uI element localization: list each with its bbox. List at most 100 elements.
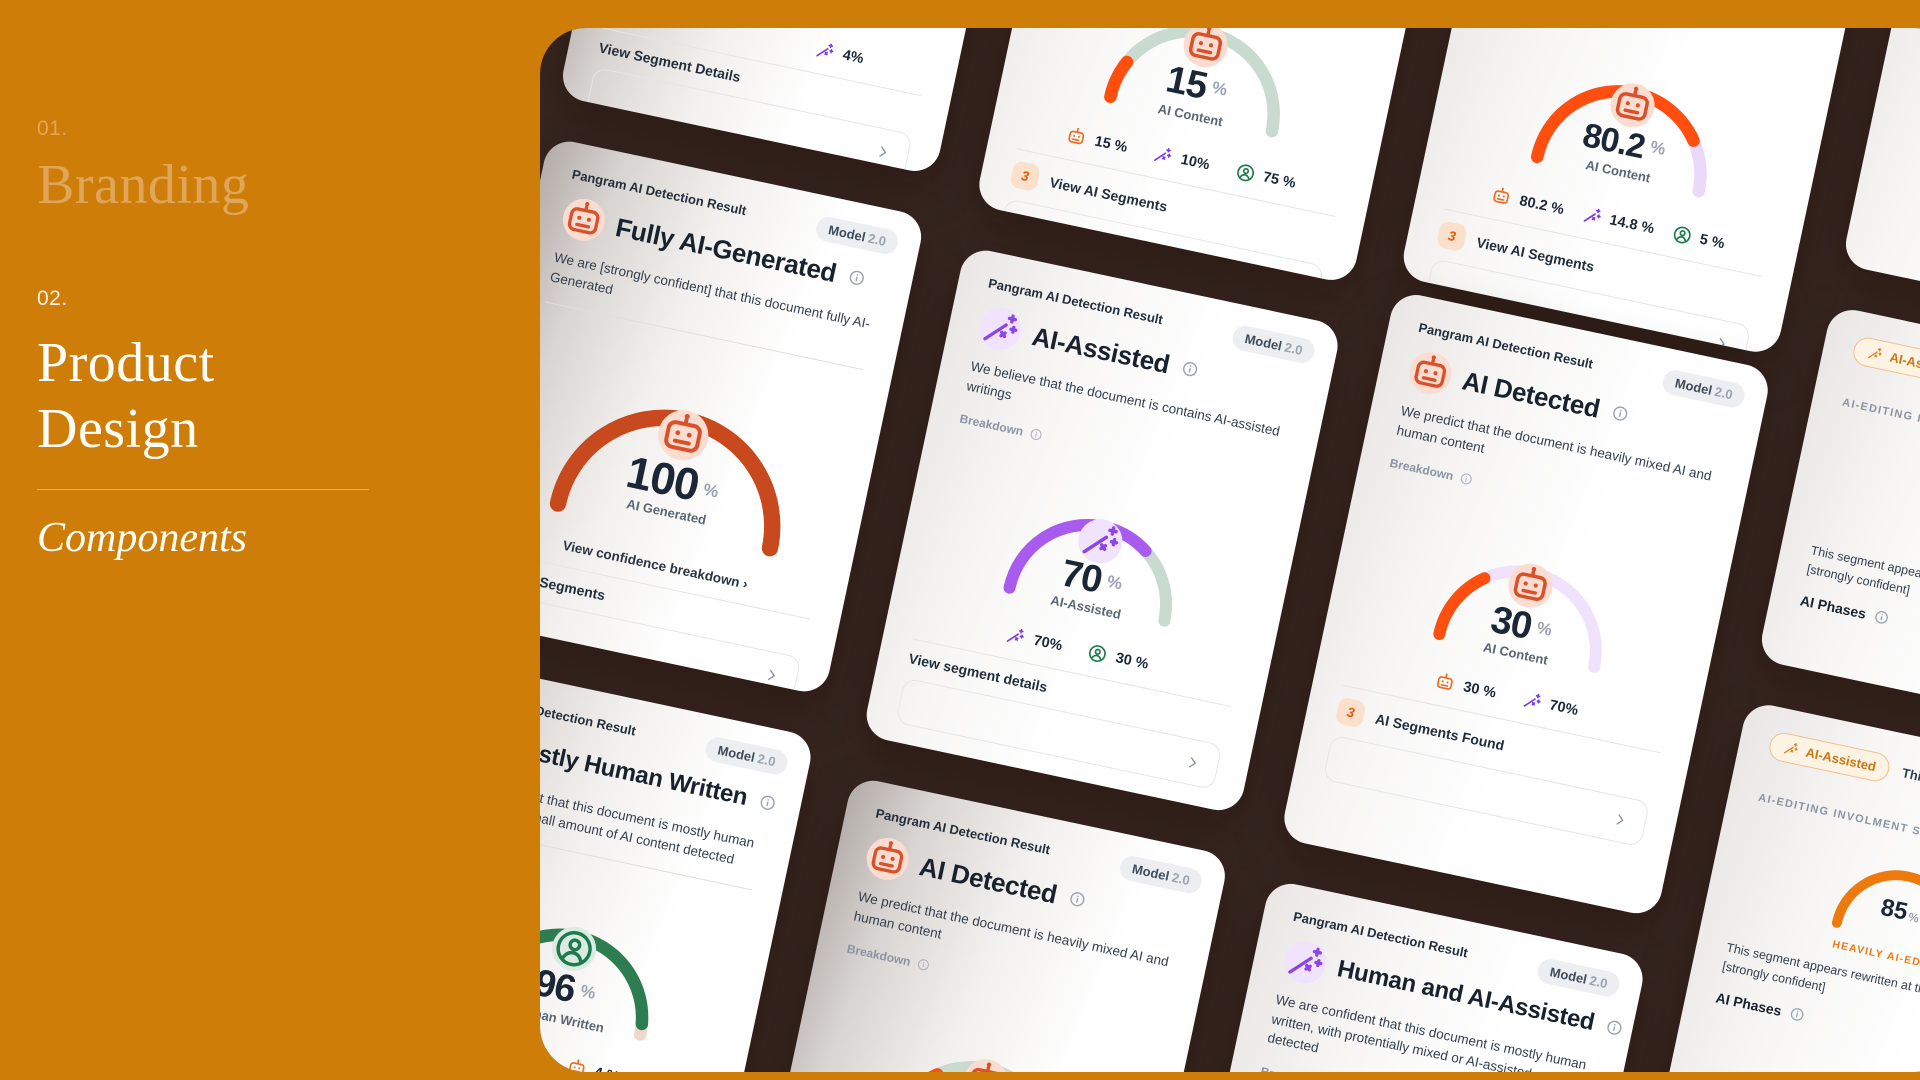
wand-icon — [1579, 203, 1604, 228]
details-button[interactable] — [540, 590, 802, 697]
segment-card-ai-assisted: AI-Assisted AI-EDITING INVOLMENT SCORE T… — [1757, 305, 1920, 740]
nav-item-branding[interactable]: Branding — [37, 154, 250, 216]
ai-assisted-gauge: 70% AI-Assisted — [922, 435, 1274, 663]
ai-content-gauge: 30% AI Content — [806, 965, 1161, 1072]
info-icon[interactable] — [1872, 607, 1891, 626]
details-button[interactable] — [895, 677, 1223, 791]
breakdown-label: Breakdown — [958, 412, 1279, 493]
ai-content-gauge: 30% AI Content — [1352, 479, 1704, 709]
details-button[interactable] — [585, 66, 913, 176]
human-written-gauge: 96% Human Written — [540, 833, 750, 1072]
legend-item: 15 % — [1064, 125, 1129, 158]
chevron-right-icon — [762, 665, 782, 685]
legend-item: 75 % — [1233, 160, 1298, 193]
ai-content-gauge: 80.2% AI Content — [1453, 28, 1806, 233]
gauge-legend: 96 % 4 % — [540, 1019, 711, 1072]
card-deck: 4% View Segment Details Pangram AI Detec… — [540, 28, 1920, 1072]
component-showcase-panel: 4% View Segment Details Pangram AI Detec… — [540, 28, 1920, 1072]
info-icon[interactable] — [1066, 889, 1087, 910]
segment-text-lead: This segment — [1900, 765, 1920, 797]
wand-icon — [1781, 739, 1801, 759]
detection-card-breakdown-15: 15% AI Content 15 % 10% 75 % 3 View AI Segm… — [974, 28, 1468, 285]
chevron-right-icon — [1285, 273, 1305, 285]
involvement-score-gauge: 85% HEAVILY AI-EDITED — [1731, 813, 1920, 996]
chevron-right-icon — [873, 141, 893, 161]
nav-number-02: 02. — [37, 287, 68, 310]
detection-card-partial-top: 4% View Segment Details — [558, 28, 989, 176]
nav-item-components[interactable]: Components — [37, 515, 247, 561]
legend-item: 30 % — [1433, 670, 1498, 703]
legend-item: 10% — [1150, 143, 1211, 176]
info-icon[interactable] — [915, 956, 932, 973]
segment-count-badge: 3 — [1435, 220, 1468, 253]
gauge-robot-icon — [958, 1055, 1012, 1072]
breakdown-label: Breakdown — [1388, 456, 1709, 537]
segments-label: View AI Segments — [540, 563, 607, 604]
gauge-legend: 30 % 70% — [1345, 652, 1667, 740]
person-icon — [1233, 160, 1258, 185]
gauge-legend: 4% — [606, 28, 928, 83]
info-icon[interactable] — [1458, 471, 1475, 488]
detection-card-breakdown-80: 80.2% AI Content 80.2 % 14.8 % 5 % 3 View A… — [1398, 28, 1874, 357]
detection-card-ai-detected-30: Pangram AI Detection Result Model2.0 AI … — [1279, 290, 1773, 919]
nav-number-01: 01. — [37, 117, 68, 140]
robot-icon — [564, 1056, 589, 1072]
gauge-person-icon — [547, 922, 600, 975]
wand-icon — [1280, 937, 1331, 987]
nav-divider — [37, 489, 369, 490]
wand-icon — [1519, 689, 1544, 714]
robot-icon — [1064, 125, 1089, 150]
nav-item-product-design[interactable]: Product Design — [37, 332, 215, 461]
wand-icon — [1150, 143, 1175, 168]
info-icon[interactable] — [1788, 1004, 1807, 1023]
wand-icon — [1865, 344, 1885, 364]
info-icon[interactable] — [1604, 1017, 1625, 1038]
robot-icon — [1433, 670, 1458, 695]
robot-icon — [1405, 348, 1456, 399]
info-icon[interactable] — [1179, 358, 1200, 379]
legend-item: 4% — [812, 38, 865, 69]
gauge-legend: 80.2 % 14.8 % 5 % — [1447, 175, 1769, 263]
segment-count-badge: 3 — [1009, 160, 1042, 193]
detection-card-ai-assisted: Pangram AI Detection Result Model2.0 AI-… — [861, 245, 1343, 815]
segment-card-heavily-ai-edited: AI-Assisted This segment AI-EDITING INVO… — [1623, 700, 1920, 1072]
ai-content-gauge: 15% AI Content — [1026, 28, 1381, 173]
card-title: AI-Assisted — [1029, 320, 1173, 379]
legend-item: 4 % — [564, 1056, 621, 1072]
legend-item: 5 % — [1669, 222, 1726, 254]
robot-icon — [862, 834, 913, 884]
details-button[interactable] — [1322, 734, 1651, 848]
detection-card-human-written: Pangram AI Detection Result Model2.0 Mos… — [540, 657, 816, 1072]
legend-item: 70% — [1519, 689, 1580, 722]
person-icon — [1085, 641, 1110, 666]
info-icon[interactable] — [757, 792, 778, 813]
chevron-right-icon — [1183, 752, 1203, 772]
info-icon[interactable] — [1027, 426, 1044, 443]
segments-label: View AI Segments — [1048, 173, 1169, 215]
segments-label: View AI Segments — [1475, 233, 1596, 275]
legend-item: 96 % — [540, 1038, 543, 1071]
info-icon[interactable] — [1609, 403, 1630, 424]
legend-item: 30 % — [1085, 641, 1150, 674]
gauge-legend: 15 % 10% 75 % — [1020, 115, 1342, 203]
detection-card-fully-ai-generated: Pangram AI Detection Result Model2.0 Ful… — [540, 136, 926, 697]
segments-label: AI Segments Found — [1373, 710, 1506, 754]
wand-icon — [1003, 624, 1028, 649]
chevron-right-icon — [1610, 809, 1630, 829]
gauge-robot-icon — [653, 405, 713, 465]
gauge-robot-icon — [1179, 28, 1232, 72]
robot-icon — [558, 194, 609, 245]
gauge-legend: 70% 30 % — [916, 605, 1238, 693]
ai-assisted-badge: AI-Assisted — [1850, 334, 1920, 389]
segment-count-badge: 3 — [1334, 696, 1367, 729]
info-icon[interactable] — [846, 267, 867, 288]
segment-text: This segment appears rewritten at the se… — [1805, 543, 1920, 618]
gauge-robot-icon — [1503, 559, 1557, 612]
card-title: AI Detected — [1459, 364, 1603, 424]
ai-assisted-badge: AI-Assisted — [1766, 730, 1892, 784]
wand-icon — [812, 38, 837, 63]
wand-icon — [975, 303, 1026, 354]
robot-icon — [1489, 184, 1514, 209]
detection-card-ai-detected-bottom: Pangram AI Detection Result Model2.0 AI … — [736, 775, 1230, 1072]
